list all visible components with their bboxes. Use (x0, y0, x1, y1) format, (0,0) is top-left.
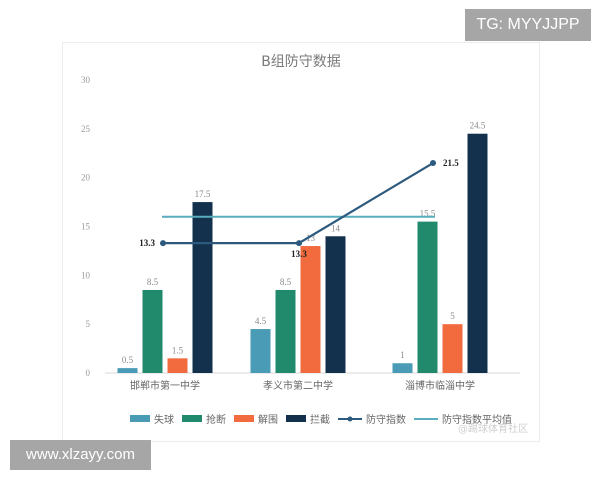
line-value-label: 13.3 (291, 249, 307, 259)
legend-label[interactable]: 防守指数平均值 (442, 413, 512, 426)
legend-label[interactable]: 解围 (258, 413, 278, 426)
bar-value-label: 13 (306, 233, 316, 243)
watermark-tg: TG: MYYJJPP (465, 9, 591, 41)
bar[interactable] (250, 329, 271, 373)
bar[interactable] (275, 289, 296, 373)
y-tick-label: 5 (86, 319, 91, 329)
category-label: 淄博市临淄中学 (405, 379, 475, 392)
bar[interactable] (325, 236, 346, 373)
bar-value-label: 4.5 (255, 316, 267, 326)
legend-swatch (234, 415, 254, 422)
bar-value-label: 1.5 (172, 345, 184, 355)
weibo-watermark: @踢球体育社区 (458, 422, 528, 435)
watermark-url: www.xlzayy.com (10, 440, 151, 470)
bar[interactable] (117, 368, 138, 373)
legend-label[interactable]: 失球 (154, 413, 174, 426)
bar-value-label: 14 (331, 223, 341, 233)
bar-value-label: 24.5 (470, 121, 486, 131)
line-marker[interactable] (296, 240, 302, 247)
bar-value-label: 8.5 (147, 277, 159, 287)
legend-swatch (130, 415, 150, 422)
category-label: 邯郸市第一中学 (130, 379, 200, 392)
y-tick-label: 10 (81, 270, 91, 280)
line-value-label: 21.5 (443, 158, 459, 168)
bar[interactable] (417, 221, 438, 373)
bar-value-label: 0.5 (122, 355, 134, 365)
y-tick-label: 30 (81, 75, 91, 85)
bar[interactable] (467, 133, 488, 373)
bar[interactable] (300, 246, 321, 373)
line-marker[interactable] (160, 240, 166, 247)
bar[interactable] (442, 324, 463, 373)
line-value-label: 13.3 (139, 238, 155, 248)
legend-swatch (286, 415, 306, 422)
line-marker[interactable] (430, 160, 436, 167)
legend-label[interactable]: 抢断 (206, 413, 226, 426)
bar[interactable] (167, 358, 188, 373)
bar-value-label: 15.5 (420, 209, 436, 219)
y-tick-label: 25 (81, 124, 91, 134)
bar-value-label: 5 (450, 311, 455, 321)
legend-label[interactable]: 防守指数 (366, 413, 406, 426)
bar-value-label: 1 (400, 350, 405, 360)
bar-value-label: 17.5 (195, 189, 211, 199)
chart-title: B组防守数据 (261, 54, 341, 70)
y-tick-label: 0 (86, 368, 91, 378)
legend-label[interactable]: 拦截 (310, 413, 330, 426)
bar[interactable] (142, 289, 163, 373)
bar[interactable] (392, 363, 413, 373)
bar[interactable] (192, 202, 213, 373)
y-tick-label: 15 (81, 222, 91, 232)
y-tick-label: 20 (81, 173, 91, 183)
bar-value-label: 8.5 (280, 277, 292, 287)
category-label: 孝义市第二中学 (263, 379, 333, 392)
legend-marker (347, 416, 353, 422)
legend-swatch (182, 415, 202, 422)
